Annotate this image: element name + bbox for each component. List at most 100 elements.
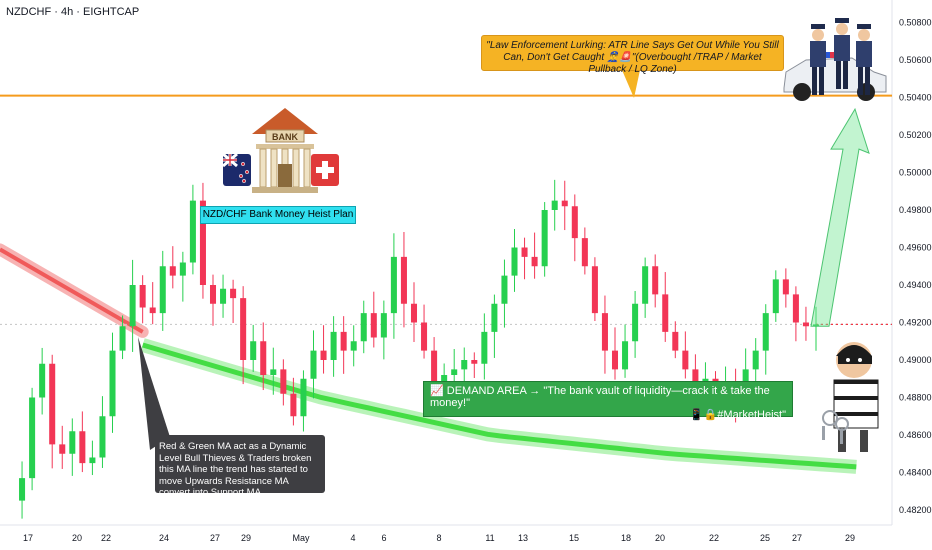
- candle-body: [209, 285, 217, 304]
- candle-body: [762, 313, 769, 351]
- candle-body: [350, 341, 357, 351]
- candle-body: [571, 206, 578, 239]
- y-tick-label: 0.50800: [899, 18, 932, 28]
- thief-icon: [833, 342, 879, 452]
- heist-plan-title: NZD/CHF Bank Money Heist Plan: [200, 206, 356, 224]
- x-tick-label: 8: [436, 533, 441, 543]
- x-tick-label: 13: [518, 533, 528, 543]
- candle-body: [189, 200, 196, 263]
- svg-text:BANK: BANK: [272, 132, 298, 142]
- y-tick-label: 0.50200: [899, 130, 932, 140]
- candle-body: [581, 238, 588, 267]
- candle-body: [300, 378, 307, 417]
- candle-body: [451, 369, 458, 375]
- candle-body: [240, 298, 247, 360]
- x-tick-label: 22: [101, 533, 111, 543]
- candle-body: [531, 256, 538, 267]
- candle-body: [591, 266, 598, 314]
- x-tick-label: 27: [792, 533, 802, 543]
- candle-body: [672, 331, 679, 351]
- candle-body: [390, 256, 397, 314]
- candle-body: [441, 375, 448, 383]
- x-tick-label: 24: [159, 533, 169, 543]
- x-tick-label: 6: [381, 533, 386, 543]
- candle-body: [601, 313, 608, 351]
- candle-body: [39, 363, 46, 398]
- candle-body: [772, 279, 779, 314]
- demand-line-1: 📈 DEMAND AREA → "The bank vault of liqui…: [430, 385, 770, 409]
- candle-body: [652, 266, 659, 295]
- candle-body: [260, 341, 267, 375]
- candle-body: [642, 266, 649, 304]
- candle-body: [410, 303, 418, 323]
- new-zealand-flag-icon: [222, 152, 251, 186]
- candle-body: [320, 350, 327, 360]
- candle-body: [290, 393, 297, 417]
- candle-body: [692, 369, 699, 383]
- candle-body: [99, 416, 106, 458]
- candle-body: [59, 444, 66, 454]
- ma-green-line: [141, 342, 857, 470]
- x-tick-label: 4: [350, 533, 355, 543]
- y-tick-label: 0.48600: [899, 430, 932, 440]
- candle-body: [611, 350, 619, 370]
- x-tick-label: 20: [655, 533, 665, 543]
- y-tick-label: 0.49800: [899, 205, 932, 215]
- up-arrow-icon: [810, 107, 870, 327]
- candle-body: [169, 266, 176, 276]
- y-tick-label: 0.49400: [899, 280, 932, 290]
- candle-body: [280, 369, 287, 394]
- candle-body: [139, 285, 146, 308]
- y-tick-label: 0.49000: [899, 355, 932, 365]
- candle-body: [119, 326, 126, 351]
- candle-body: [812, 324, 820, 327]
- x-tick-label: 17: [23, 533, 33, 543]
- candle-body: [79, 431, 86, 464]
- candle-body: [179, 262, 186, 276]
- candle-body: [421, 322, 428, 351]
- y-tick-label: 0.50600: [899, 55, 932, 65]
- candle-body: [330, 331, 337, 360]
- y-tick-label: 0.48200: [899, 505, 932, 515]
- candle-body: [220, 288, 227, 304]
- demand-line-2: 📱🔒#MarketHeist": [689, 409, 786, 421]
- y-tick-label: 0.50400: [899, 93, 932, 103]
- candle-body: [360, 313, 367, 342]
- candle-body: [662, 294, 669, 332]
- candle-body: [340, 331, 347, 351]
- candle-body: [632, 303, 639, 342]
- police-warning-note: "Law Enforcement Lurking: ATR Line Says …: [481, 35, 784, 75]
- y-tick-label: 0.49600: [899, 243, 932, 253]
- x-tick-label: 25: [760, 533, 770, 543]
- x-tick-label: 29: [845, 533, 855, 543]
- x-tick-label: 29: [241, 533, 251, 543]
- ma-red-line: [0, 247, 144, 334]
- candle-body: [159, 266, 166, 314]
- candle-body: [400, 256, 407, 304]
- candle-body: [370, 313, 377, 338]
- bank-icon: BANK: [252, 108, 318, 193]
- police-officers-icon: [810, 18, 872, 95]
- candle-body: [501, 275, 508, 304]
- x-tick-label: 18: [621, 533, 631, 543]
- candle-body: [471, 360, 478, 364]
- candle-body: [551, 200, 558, 210]
- candle-body: [230, 288, 237, 299]
- candle-body: [782, 279, 789, 295]
- candle-body: [511, 247, 518, 276]
- x-tick-label: 15: [569, 533, 579, 543]
- price-scale: [892, 0, 932, 550]
- candle-body: [109, 350, 116, 417]
- candle-body: [380, 313, 387, 338]
- candle-body: [149, 307, 156, 314]
- y-tick-label: 0.48400: [899, 468, 932, 478]
- candle-body: [481, 331, 488, 364]
- candle-body: [541, 210, 548, 267]
- x-tick-label: 27: [210, 533, 220, 543]
- candle-body: [89, 457, 96, 464]
- x-tick-label: 11: [485, 533, 494, 543]
- keys-icon: [822, 410, 849, 444]
- candle-body: [702, 378, 709, 383]
- candle-body: [561, 200, 568, 207]
